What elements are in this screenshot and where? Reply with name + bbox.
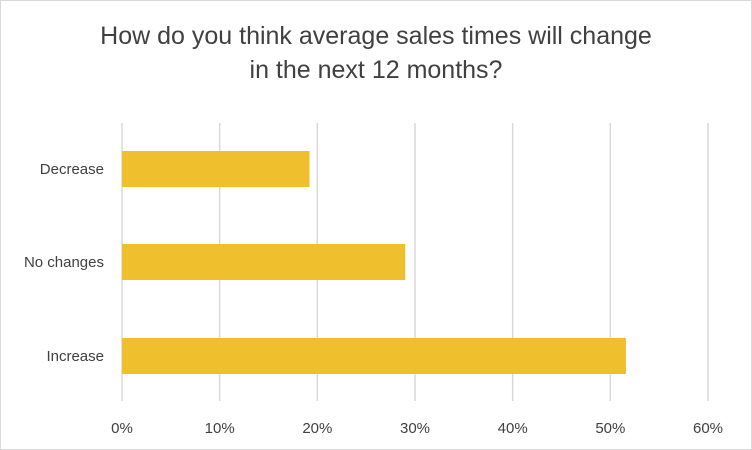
chart-title: How do you think average sales times wil… <box>1 19 751 87</box>
bar-decrease <box>122 151 310 187</box>
x-tick-label-0: 0% <box>111 420 133 437</box>
bar-no-changes <box>122 244 406 280</box>
x-tick-label-3: 30% <box>400 420 430 437</box>
x-tick-label-1: 10% <box>205 420 235 437</box>
chart-title-line-1: How do you think average sales times wil… <box>100 22 652 50</box>
category-label-increase: Increase <box>46 348 104 365</box>
x-tick-label-5: 50% <box>595 420 625 437</box>
bar-increase <box>122 338 626 374</box>
category-label-no-changes: No changes <box>24 254 104 271</box>
x-tick-label-4: 40% <box>498 420 528 437</box>
x-tick-label-6: 60% <box>693 420 723 437</box>
category-label-decrease: Decrease <box>40 161 104 178</box>
x-tick-label-2: 20% <box>302 420 332 437</box>
chart-title-line-2: in the next 12 months? <box>249 56 503 84</box>
